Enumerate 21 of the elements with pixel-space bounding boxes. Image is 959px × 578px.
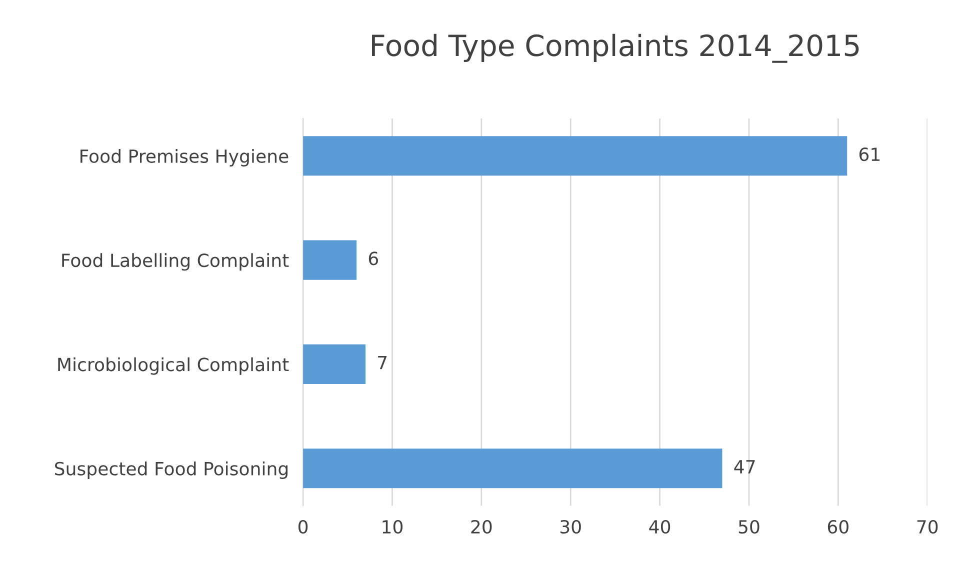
y-tick-label: Food Premises Hygiene <box>80 149 288 166</box>
x-tick-label: 70 <box>917 520 938 534</box>
data-label: 6 <box>368 252 378 266</box>
x-tick-label: 40 <box>649 520 670 534</box>
bar <box>303 448 722 488</box>
x-tick-label: 0 <box>298 520 308 534</box>
bar <box>303 136 848 176</box>
data-label: 7 <box>378 356 387 370</box>
data-label: 47 <box>734 460 755 474</box>
y-tick-label: Suspected Food Poisoning <box>55 462 288 479</box>
bar <box>303 240 357 280</box>
y-tick-label: Food Labelling Complaint <box>62 253 289 271</box>
x-tick-label: 10 <box>382 520 403 534</box>
x-tick-label: 30 <box>560 520 581 534</box>
x-tick-label: 60 <box>828 520 848 534</box>
data-label: 61 <box>859 147 880 162</box>
y-tick-label: Microbiological Complaint <box>58 357 289 375</box>
x-tick-label: 50 <box>738 520 760 534</box>
bar <box>303 344 366 384</box>
chart-title: Food Type Complaints 2014_2015 <box>372 34 859 63</box>
x-tick-label: 20 <box>471 520 492 534</box>
